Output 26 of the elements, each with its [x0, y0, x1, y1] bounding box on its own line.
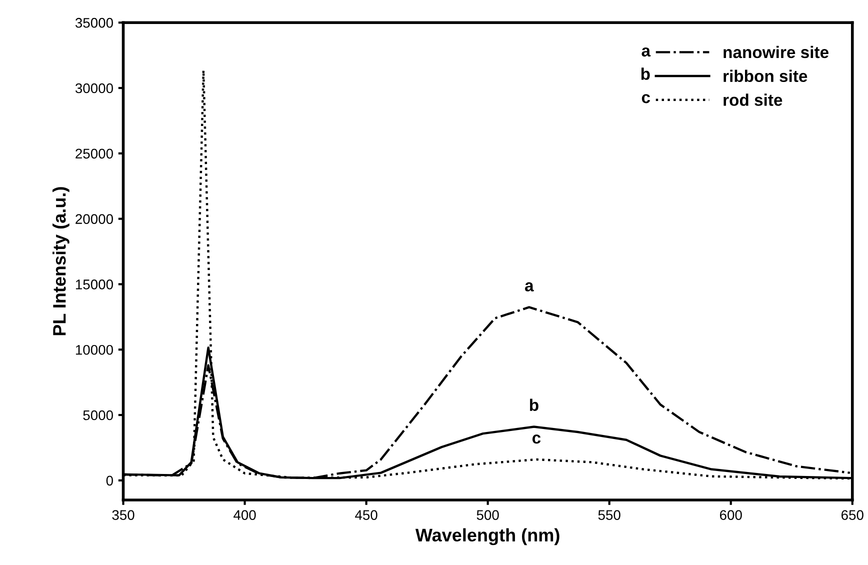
x-axis-title: Wavelength (nm) [415, 528, 560, 546]
x-tick-label: 500 [476, 510, 499, 520]
legend-label: nanowire site [724, 46, 828, 58]
x-tick-label: 600 [720, 510, 742, 520]
y-axis-title: PL Intensity (a.u.) [52, 187, 70, 336]
y-tick-label: 35000 [75, 18, 113, 28]
annotation: a [524, 282, 534, 292]
annotation: b [530, 398, 538, 411]
text: a [642, 47, 651, 57]
annotation: c [532, 434, 541, 444]
legend-label: ribbon site [724, 70, 808, 82]
x-tick-label: 550 [598, 510, 620, 520]
y-tick-label: 30000 [75, 83, 113, 94]
y-tick-label: 20000 [76, 214, 113, 224]
y-tick-label: 5000 [83, 410, 113, 420]
text: b [641, 68, 650, 80]
x-tick-label: 650 [841, 510, 864, 520]
x-tick-label: 450 [355, 510, 378, 520]
y-tick-label: 15000 [76, 280, 113, 290]
y-tick-label: 25000 [76, 148, 113, 159]
y-tick-label: 0 [106, 476, 113, 486]
x-tick-label: 400 [234, 510, 256, 520]
legend-label: rod site [724, 94, 782, 106]
text: c [642, 94, 650, 104]
y-tick-label: 10000 [76, 344, 113, 355]
x-tick-label: 350 [112, 510, 134, 520]
